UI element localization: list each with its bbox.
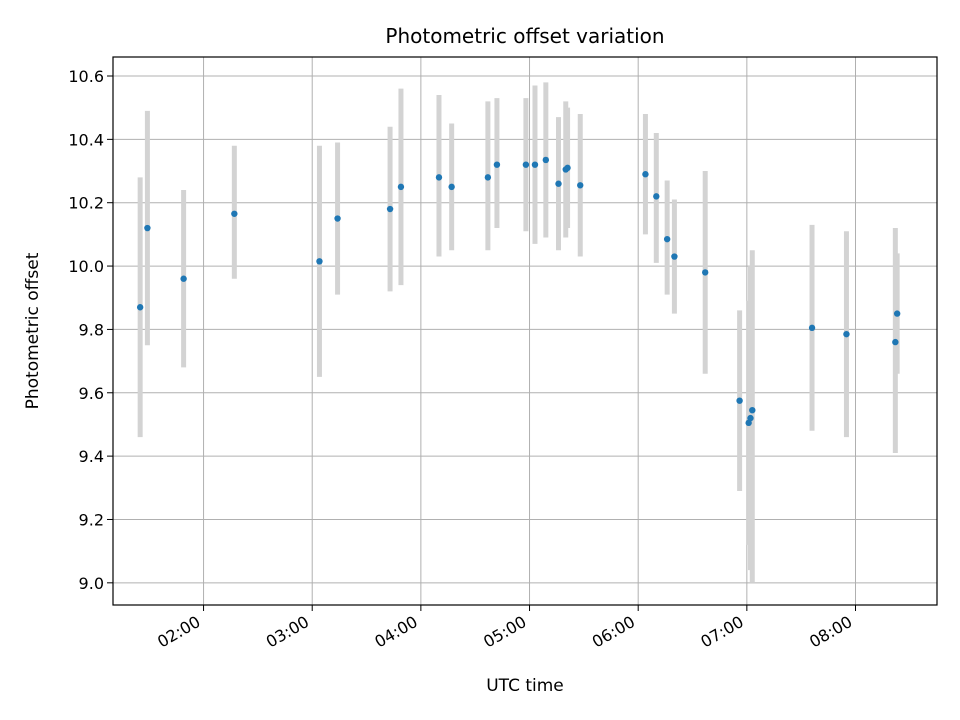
data-point — [435, 174, 443, 181]
y-axis-label: Photometric offset — [23, 252, 43, 409]
data-point — [577, 182, 584, 189]
data-point — [736, 397, 743, 404]
data-point — [663, 235, 671, 243]
y-tick-label: 9.0 — [79, 574, 104, 593]
data-point — [180, 275, 187, 282]
chart-title: Photometric offset variation — [385, 24, 664, 48]
y-tick-label: 9.4 — [79, 447, 104, 466]
y-tick-label: 9.8 — [79, 320, 104, 339]
data-point — [448, 183, 455, 191]
y-tick-label: 10.2 — [68, 194, 104, 213]
data-point — [334, 215, 341, 222]
data-point — [808, 324, 816, 332]
data-point — [531, 161, 539, 168]
data-point — [843, 330, 850, 338]
data-point — [316, 258, 323, 265]
data-point — [701, 269, 709, 276]
data-point — [642, 171, 649, 178]
data-point — [555, 180, 562, 187]
data-point — [136, 304, 144, 311]
data-point — [231, 210, 238, 217]
data-point — [386, 205, 394, 213]
y-tick-label: 10.0 — [68, 257, 104, 276]
data-point — [747, 414, 754, 422]
y-axis-ticks: 9.0 9.2 9.4 9.6 9.8 10.0 10.2 10.4 10.6 — [68, 67, 113, 593]
data-point — [542, 156, 550, 164]
data-point — [653, 193, 660, 200]
data-points — [136, 156, 901, 427]
data-point — [522, 161, 530, 168]
y-tick-label: 9.2 — [79, 510, 104, 529]
plot-area-frame — [112, 56, 938, 606]
data-point — [144, 224, 151, 232]
data-point — [893, 310, 901, 317]
x-axis-label: UTC time — [486, 676, 564, 696]
data-point — [892, 338, 899, 346]
y-tick-label: 10.6 — [68, 67, 104, 86]
data-point — [671, 253, 678, 260]
y-tick-label: 9.6 — [79, 384, 104, 403]
data-point — [749, 406, 756, 414]
y-tick-label: 10.4 — [68, 130, 104, 149]
data-point — [484, 174, 492, 181]
data-point — [564, 164, 571, 172]
data-point — [397, 183, 405, 191]
data-point — [493, 161, 501, 168]
